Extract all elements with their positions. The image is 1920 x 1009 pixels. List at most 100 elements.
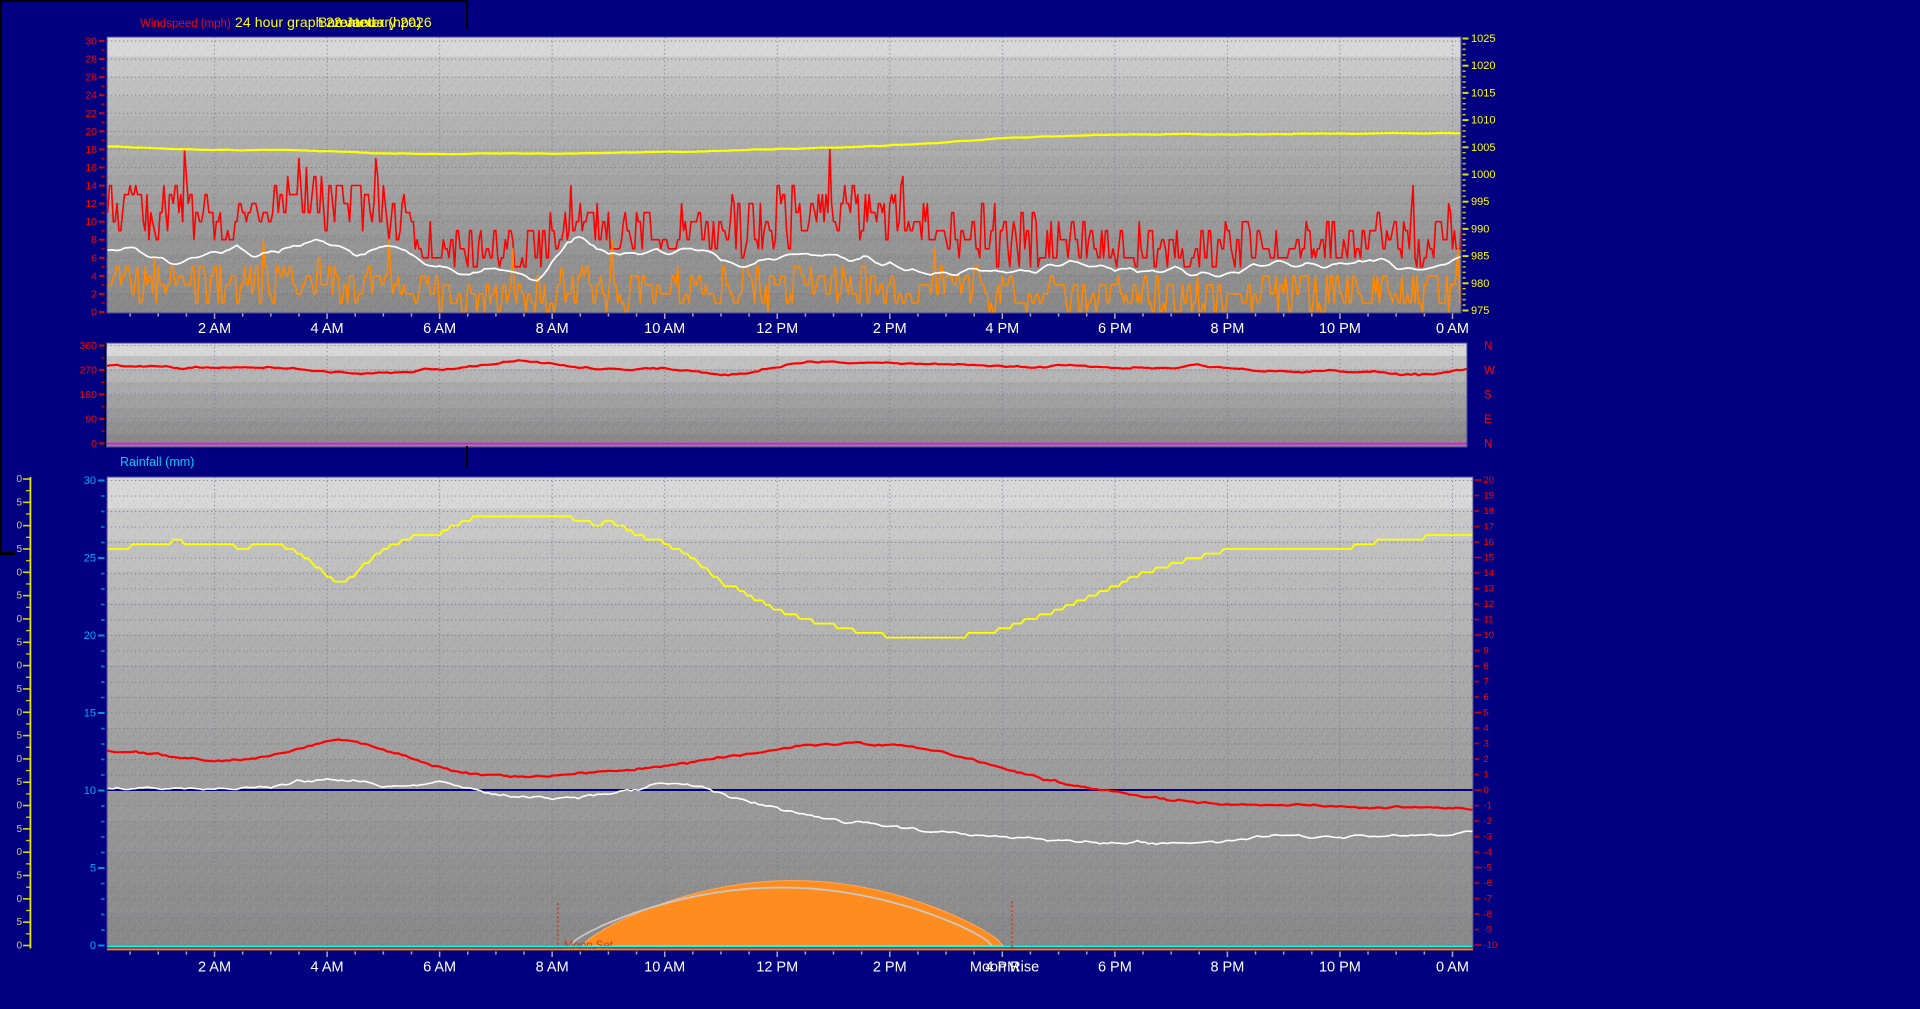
svg-text:10 AM: 10 AM — [644, 321, 685, 337]
svg-text:5: 5 — [16, 871, 22, 882]
rain-temp-chart-series — [107, 515, 1473, 846]
svg-text:0: 0 — [90, 940, 96, 952]
svg-text:2 AM: 2 AM — [198, 960, 231, 976]
svg-text:20: 20 — [1484, 475, 1495, 486]
svg-text:13: 13 — [1484, 584, 1495, 595]
svg-text:0: 0 — [16, 754, 22, 765]
svg-text:3: 3 — [1484, 739, 1489, 750]
svg-text:5: 5 — [16, 824, 22, 835]
svg-text:1010: 1010 — [1471, 115, 1495, 127]
svg-text:9: 9 — [1484, 646, 1489, 657]
svg-text:10: 10 — [85, 216, 97, 228]
svg-text:10: 10 — [84, 785, 96, 797]
svg-text:0 AM: 0 AM — [1436, 960, 1469, 976]
svg-text:0: 0 — [16, 894, 22, 905]
svg-text:-2: -2 — [1484, 816, 1492, 827]
svg-text:990: 990 — [1471, 223, 1489, 235]
svg-text:14: 14 — [1484, 568, 1495, 579]
svg-text:1000: 1000 — [1471, 169, 1495, 181]
svg-text:0: 0 — [16, 847, 22, 858]
svg-text:0: 0 — [16, 521, 22, 532]
svg-text:2: 2 — [91, 288, 97, 300]
svg-text:4: 4 — [1484, 723, 1489, 734]
windspeed-chart-series — [107, 131, 1461, 313]
barometer-axis-title: Barometer (hpa) — [318, 14, 422, 30]
svg-text:995: 995 — [1471, 196, 1489, 208]
svg-text:0: 0 — [16, 614, 22, 625]
window-edge-artifact-corner — [0, 552, 15, 555]
svg-text:-7: -7 — [1484, 894, 1492, 905]
svg-text:5: 5 — [16, 731, 22, 742]
windspeed-axis-title: Windspeed (mph) — [140, 18, 231, 30]
svg-text:360: 360 — [79, 340, 97, 352]
svg-text:12 PM: 12 PM — [756, 321, 798, 337]
svg-text:N: N — [1484, 438, 1492, 450]
svg-text:4 PM: 4 PM — [985, 321, 1019, 337]
svg-text:985: 985 — [1471, 251, 1489, 263]
svg-text:18: 18 — [1484, 506, 1495, 517]
svg-text:8 PM: 8 PM — [1210, 960, 1244, 976]
svg-text:6: 6 — [91, 252, 97, 264]
svg-text:1025: 1025 — [1471, 33, 1495, 45]
svg-text:30: 30 — [85, 36, 97, 48]
svg-text:0: 0 — [91, 438, 97, 450]
svg-text:20: 20 — [85, 126, 97, 138]
svg-text:24: 24 — [85, 90, 97, 102]
svg-text:12: 12 — [1484, 599, 1495, 610]
svg-text:5: 5 — [1484, 708, 1489, 719]
svg-text:-3: -3 — [1484, 832, 1492, 843]
wind-dir-left-border — [104, 343, 107, 447]
svg-text:N: N — [1484, 340, 1492, 352]
svg-text:0: 0 — [16, 707, 22, 718]
solar-curve — [569, 886, 993, 947]
rain-temp-x-axis: 2 AM 4 AM 6 AM 8 AM 10 AM 12 PM 2 PM 4 PM 6 PM 8 … — [129, 951, 1469, 976]
svg-text:0: 0 — [16, 661, 22, 672]
svg-text:7: 7 — [1484, 677, 1489, 688]
wind-dir-chart-plot — [106, 342, 1468, 448]
svg-text:6 AM: 6 AM — [423, 321, 456, 337]
svg-text:4 AM: 4 AM — [311, 960, 344, 976]
svg-text:975: 975 — [1471, 305, 1489, 317]
wind-dir-y-axis-left: 0 90 180 270 360 — [79, 340, 105, 450]
svg-text:5: 5 — [16, 637, 22, 648]
svg-text:26: 26 — [85, 72, 97, 84]
svg-text:270: 270 — [79, 364, 97, 376]
svg-text:-4: -4 — [1484, 847, 1492, 858]
svg-text:-1: -1 — [1484, 801, 1492, 812]
svg-text:0 AM: 0 AM — [1436, 321, 1469, 337]
svg-text:4 PM: 4 PM — [985, 960, 1019, 976]
humidity-y-axis-farleft: 0 5 0 5 0 5 0 5 0 5 0 5 0 5 0 5 0 5 0 5 0 — [16, 474, 32, 952]
svg-text:5: 5 — [90, 863, 96, 875]
rain-temp-chart-plot: Moon Set — [106, 476, 1474, 952]
window-edge-artifact-left — [0, 0, 2, 554]
svg-text:90: 90 — [85, 413, 97, 425]
svg-text:5: 5 — [16, 497, 22, 508]
svg-text:12 PM: 12 PM — [756, 960, 798, 976]
windspeed-chart-plot — [106, 36, 1462, 314]
svg-text:0: 0 — [16, 474, 22, 485]
svg-text:8: 8 — [1484, 661, 1489, 672]
svg-text:5: 5 — [16, 917, 22, 928]
svg-text:20: 20 — [84, 630, 96, 642]
svg-text:1020: 1020 — [1471, 60, 1495, 72]
svg-text:10: 10 — [1484, 630, 1495, 641]
svg-text:0: 0 — [16, 801, 22, 812]
svg-text:S: S — [1484, 389, 1492, 401]
svg-text:30: 30 — [84, 475, 96, 487]
svg-text:6: 6 — [1484, 692, 1489, 703]
svg-text:-5: -5 — [1484, 863, 1492, 874]
svg-text:5: 5 — [16, 591, 22, 602]
svg-text:2 PM: 2 PM — [873, 960, 907, 976]
svg-text:8 AM: 8 AM — [536, 321, 569, 337]
svg-text:8: 8 — [91, 234, 97, 246]
svg-text:12: 12 — [85, 198, 97, 210]
window-edge-artifact-right-lower — [466, 446, 468, 467]
svg-text:16: 16 — [1484, 537, 1495, 548]
svg-text:14: 14 — [85, 180, 97, 192]
wind-dir-chart-series — [106, 359, 1467, 377]
rainfall-axis-title: Rainfall (mm) — [120, 455, 195, 469]
svg-text:-8: -8 — [1484, 909, 1492, 920]
